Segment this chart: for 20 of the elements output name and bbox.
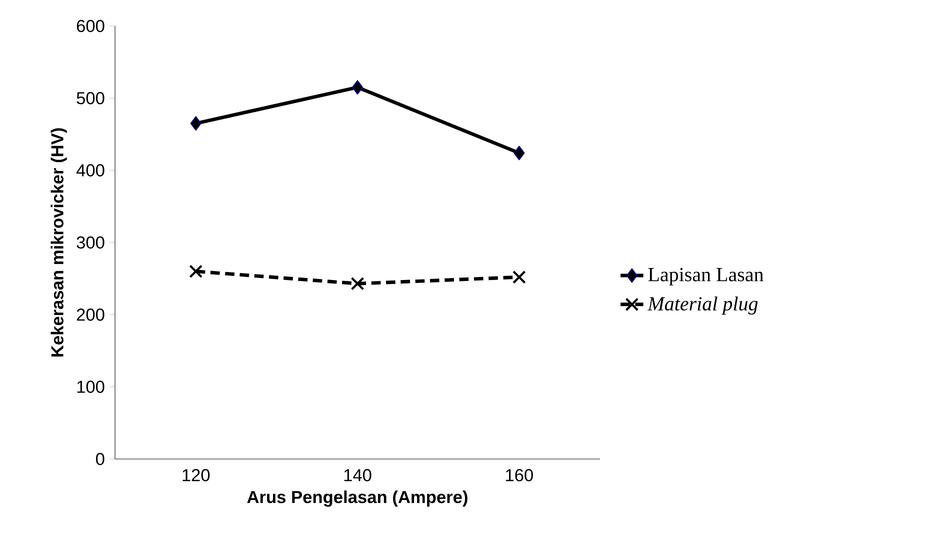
x-tick-label: 120 [182,469,210,482]
x-tick-label: 160 [506,469,533,482]
y-tick-label: 0 [96,452,104,466]
y-axis-title: Kekerasan mikrovicker (HV) [50,128,67,356]
legend-label: Material plug [647,296,758,315]
point [189,264,203,278]
y-tick-label: 500 [76,92,104,104]
legend-label: Lapisan Lasan [648,268,764,286]
point [514,146,525,160]
y-tick-label: 200 [76,308,104,321]
x-axis-title: Arus Pengelasan (Ampere) [247,490,468,507]
point [190,116,202,131]
y-tick-label: 600 [76,20,104,32]
point [512,270,526,284]
y-tick-label: 400 [76,164,104,176]
point [352,80,364,95]
y-tick-label: 100 [77,380,104,393]
x-tick-label: 140 [344,469,372,482]
point [350,276,364,290]
y-tick-label: 300 [76,236,104,249]
